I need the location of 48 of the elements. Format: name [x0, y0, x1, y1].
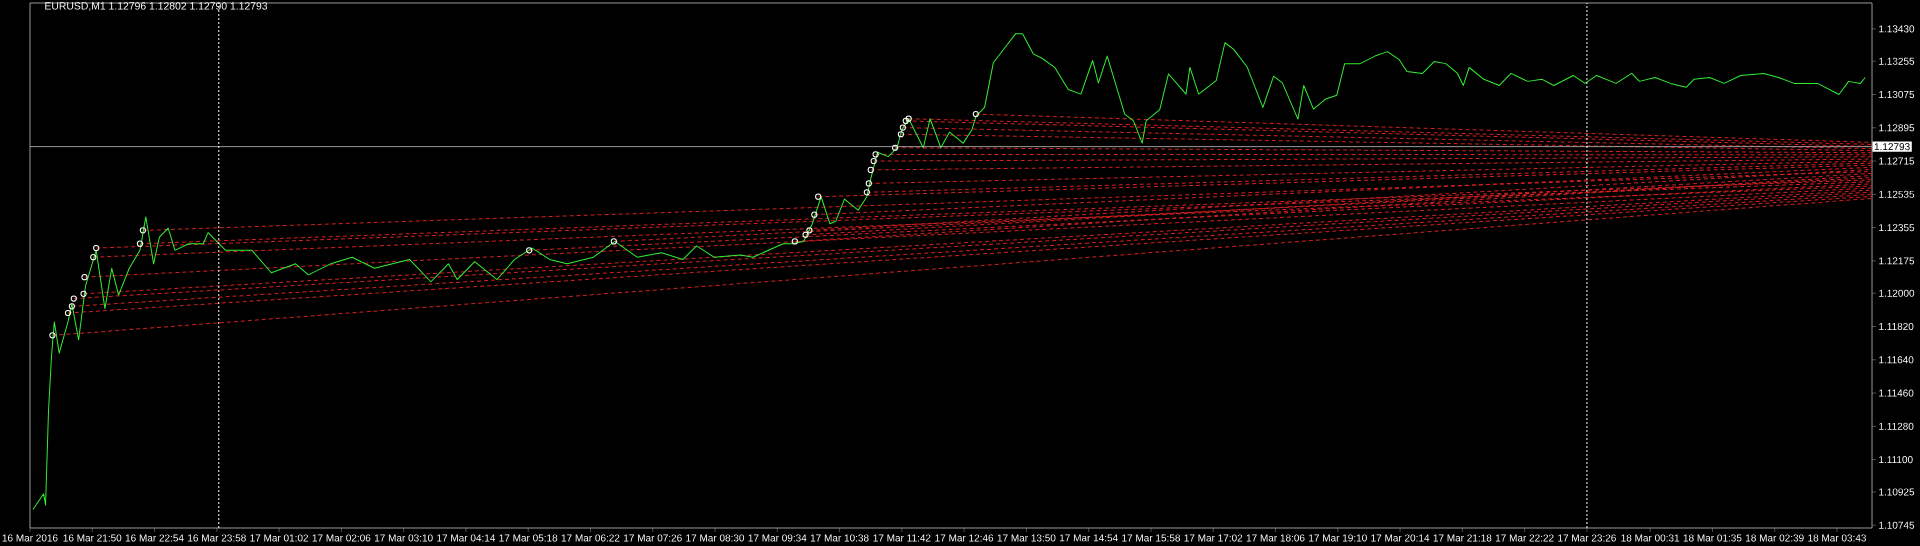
- x-tick-label: 16 Mar 21:50: [63, 534, 122, 542]
- y-tick-label: 1.13075: [1879, 90, 1915, 99]
- ref-line-label: 1.12793: [1874, 143, 1910, 151]
- y-tick-label: 1.12355: [1879, 224, 1915, 232]
- y-tick-label: 1.10745: [1879, 521, 1915, 529]
- x-tick-label: 17 Mar 14:54: [1059, 534, 1118, 542]
- x-tick-label: 18 Mar 01:35: [1683, 534, 1742, 542]
- x-tick-label: 18 Mar 03:43: [1808, 534, 1866, 542]
- y-tick-label: 1.11280: [1879, 422, 1914, 430]
- x-tick-label: 17 Mar 18:06: [1246, 534, 1305, 542]
- y-tick-label: 1.12535: [1879, 190, 1915, 198]
- x-tick-label: 17 Mar 04:14: [437, 534, 496, 542]
- x-tick-label: 17 Mar 22:22: [1495, 534, 1554, 542]
- x-tick-label: 17 Mar 07:26: [624, 534, 682, 542]
- x-tick-label: 18 Mar 00:31: [1621, 534, 1680, 542]
- x-tick-label: 17 Mar 03:10: [374, 534, 433, 542]
- x-tick-label: 17 Mar 11:42: [873, 534, 931, 542]
- x-tick-label: 17 Mar 17:02: [1184, 534, 1243, 542]
- chart-title: EURUSD,M1 1.12796 1.12802 1.12790 1.12793: [45, 2, 268, 11]
- x-tick-label: 17 Mar 23:26: [1558, 534, 1616, 542]
- x-tick-label: 17 Mar 08:30: [686, 534, 745, 542]
- y-tick-label: 1.12895: [1879, 124, 1915, 132]
- y-tick-label: 1.12000: [1879, 289, 1915, 297]
- x-tick-label: 16 Mar 2016: [2, 534, 58, 542]
- y-tick-label: 1.12715: [1879, 157, 1915, 165]
- x-tick-label: 17 Mar 05:18: [499, 534, 558, 542]
- x-tick-label: 17 Mar 06:22: [561, 534, 620, 542]
- x-tick-label: 17 Mar 12:46: [935, 534, 994, 542]
- x-tick-label: 17 Mar 02:06: [312, 534, 371, 542]
- x-tick-label: 17 Mar 15:58: [1122, 534, 1181, 542]
- x-tick-label: 17 Mar 20:14: [1371, 534, 1430, 542]
- x-tick-label: 17 Mar 09:34: [748, 534, 807, 542]
- x-tick-label: 16 Mar 22:54: [125, 534, 184, 542]
- y-tick-label: 1.11100: [1879, 456, 1913, 464]
- x-tick-label: 17 Mar 13:50: [997, 534, 1056, 542]
- x-tick-label: 17 Mar 10:38: [810, 534, 869, 542]
- y-tick-label: 1.13255: [1879, 57, 1915, 65]
- x-tick-label: 16 Mar 23:58: [188, 534, 246, 542]
- x-tick-label: 18 Mar 02:39: [1746, 534, 1804, 542]
- y-tick-label: 1.12175: [1879, 257, 1915, 265]
- x-tick-label: 17 Mar 01:02: [250, 534, 309, 542]
- y-tick-label: 1.13430: [1879, 25, 1915, 33]
- x-tick-label: 17 Mar 19:10: [1309, 534, 1367, 542]
- x-tick-label: 17 Mar 21:18: [1433, 534, 1492, 542]
- y-tick-label: 1.11460: [1879, 389, 1914, 397]
- y-tick-label: 1.11640: [1879, 356, 1914, 364]
- y-tick-label: 1.10925: [1879, 488, 1915, 496]
- y-tick-label: 1.11820: [1879, 322, 1914, 331]
